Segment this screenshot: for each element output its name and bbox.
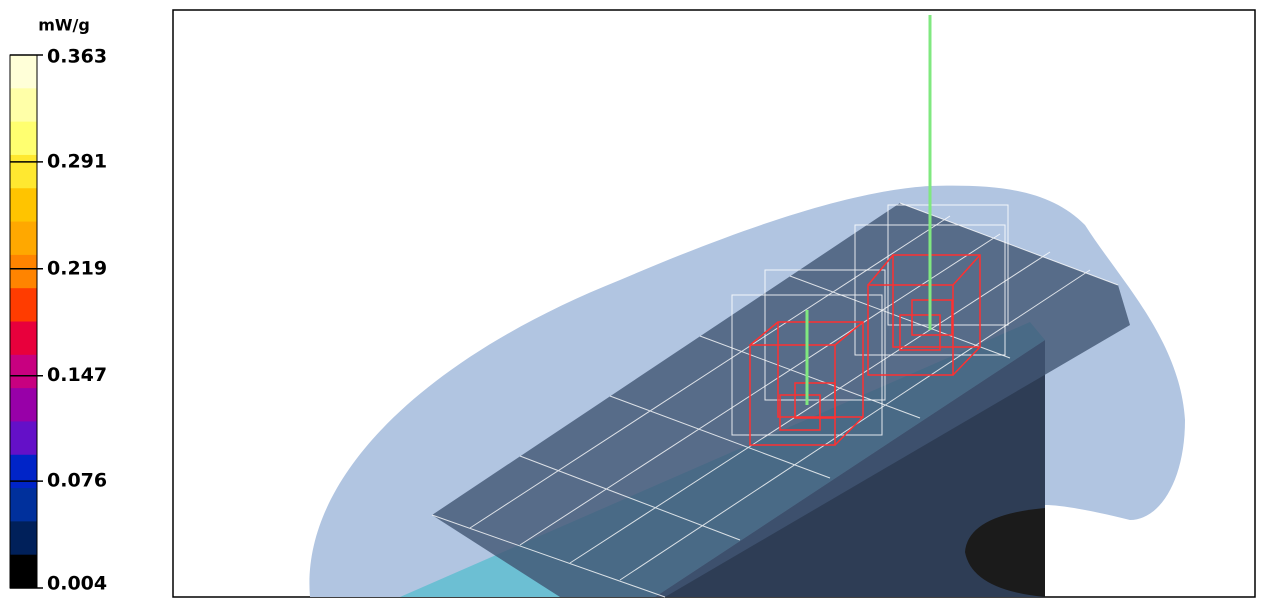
color-band <box>10 321 37 356</box>
tick-label: 0.076 <box>47 470 107 492</box>
cube <box>749 254 981 446</box>
color-band <box>10 488 37 522</box>
color-band <box>10 354 37 389</box>
color-band <box>10 521 37 556</box>
color-band <box>10 454 37 489</box>
colorbar: 0.363 0.291 0.219 0.147 0.076 0.004 <box>9 46 107 595</box>
color-band <box>10 554 37 589</box>
grid <box>431 202 1119 598</box>
unit-label: mW/g <box>38 16 90 35</box>
color-band <box>10 188 37 223</box>
color-band <box>10 254 37 289</box>
color-band <box>10 154 37 189</box>
scene <box>172 9 1256 598</box>
tick-label: 0.291 <box>47 150 107 172</box>
color-band <box>10 121 37 156</box>
color-band <box>10 221 37 256</box>
phantom-hole <box>965 508 1045 597</box>
color-band <box>10 421 37 456</box>
color-band <box>10 88 37 123</box>
tick-label: 0.147 <box>47 364 107 386</box>
tick-label: 0.219 <box>47 257 107 279</box>
color-band <box>10 388 37 422</box>
tick-label: 0.363 <box>47 46 107 68</box>
tick-label: 0.004 <box>47 573 107 595</box>
color-band <box>10 55 37 89</box>
zoom-wireframe <box>731 204 1009 436</box>
color-band <box>10 288 37 322</box>
